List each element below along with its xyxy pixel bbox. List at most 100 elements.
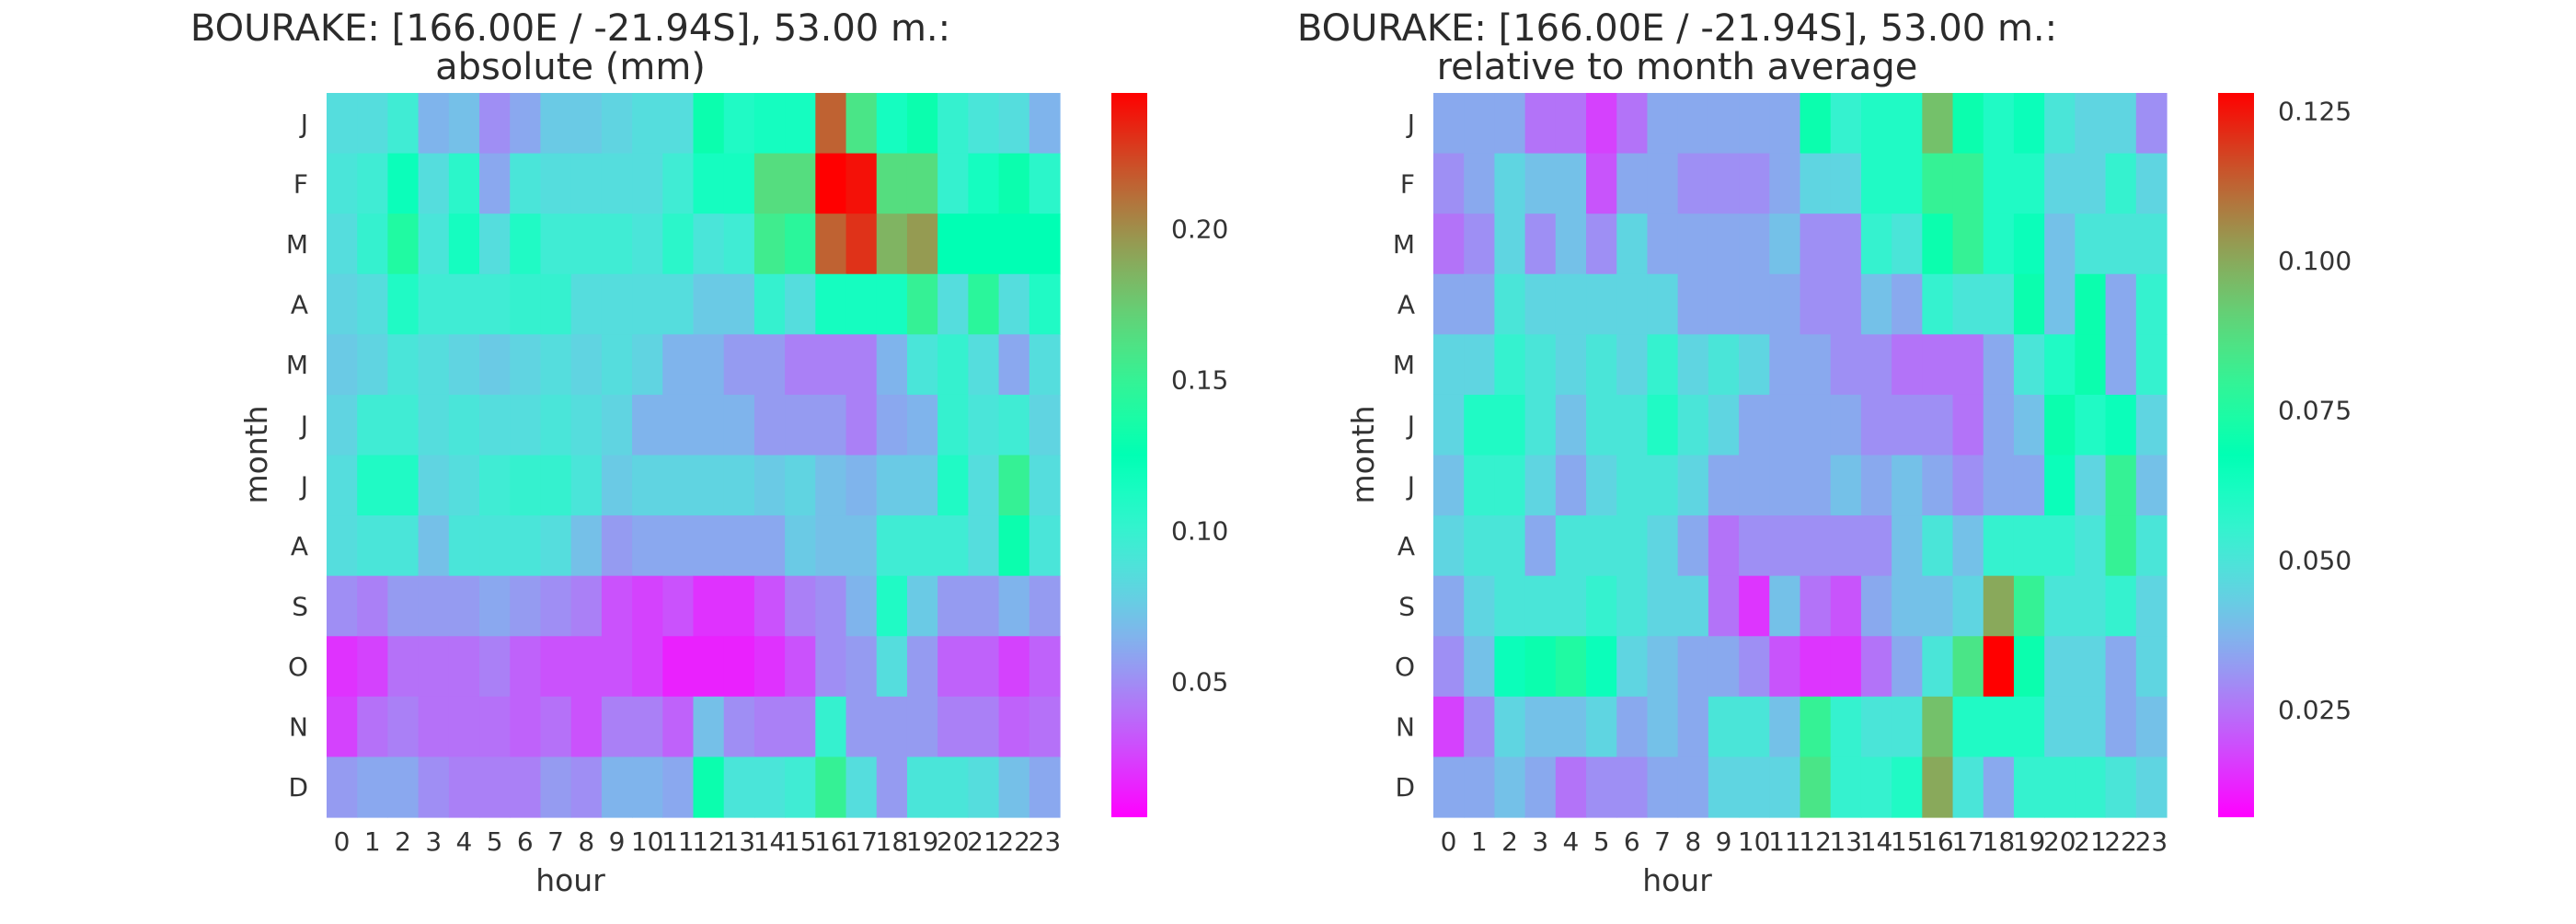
heatmap-cell — [2013, 636, 2045, 698]
heatmap-cell — [906, 394, 938, 456]
heatmap-cell — [510, 93, 542, 155]
heatmap-cell — [1830, 515, 1862, 577]
heatmap-cell — [998, 636, 1030, 698]
x-tick-label: 14 — [753, 826, 787, 857]
heatmap-cell — [2044, 575, 2076, 637]
heatmap-cell — [937, 334, 969, 396]
heatmap-cell — [1464, 515, 1496, 577]
heatmap-cell — [693, 575, 725, 637]
heatmap-cell — [1524, 334, 1557, 396]
heatmap-cell — [601, 93, 633, 155]
heatmap-cell — [1800, 696, 1832, 758]
heatmap-cell — [570, 93, 603, 155]
heatmap-cell — [845, 334, 878, 396]
heatmap-cell — [1983, 455, 2015, 516]
heatmap-cell — [418, 273, 450, 335]
heatmap-cell — [1677, 93, 1709, 155]
heatmap-cell — [1524, 153, 1557, 214]
y-tick-label: A — [1397, 531, 1415, 561]
heatmap-cell — [693, 214, 725, 275]
x-tick-label: 6 — [517, 826, 534, 857]
heatmap-cell — [693, 394, 725, 456]
heatmap-cell — [723, 757, 755, 818]
x-tick-label: 6 — [1624, 826, 1640, 857]
heatmap-cell — [479, 214, 511, 275]
heatmap-cell — [906, 334, 938, 396]
heatmap-cell — [479, 515, 511, 577]
heatmap-cell — [1555, 696, 1587, 758]
heatmap-cell — [1494, 455, 1526, 516]
heatmap-cell — [845, 757, 878, 818]
x-tick-label: 7 — [547, 826, 564, 857]
heatmap-cell — [1800, 334, 1832, 396]
heatmap-cell — [815, 214, 847, 275]
heatmap-cell — [448, 696, 480, 758]
heatmap-cell — [1860, 93, 1892, 155]
colorbar-tick-label: 0.15 — [1171, 365, 1228, 396]
heatmap-cell — [662, 515, 695, 577]
x-tick-label: 15 — [784, 826, 817, 857]
heatmap-panel-absolute: BOURAKE: [166.00E / -21.94S], 53.00 m.: … — [190, 7, 1228, 898]
heatmap-cell — [601, 273, 633, 335]
heatmap-cell — [1983, 394, 2015, 456]
heatmap-cell — [845, 455, 878, 516]
heatmap-cell — [1524, 515, 1557, 577]
heatmap-cell — [1892, 334, 1923, 396]
heatmap-cell — [968, 636, 1000, 698]
heatmap-cell — [1555, 515, 1587, 577]
heatmap-cell — [1494, 575, 1526, 637]
heatmap-cell — [2013, 575, 2045, 637]
heatmap-cell — [1555, 455, 1587, 516]
heatmap-cell — [1922, 696, 1954, 758]
heatmap-cell — [1555, 153, 1587, 214]
heatmap-cell — [2044, 153, 2076, 214]
x-tick-label: 17 — [1951, 826, 1984, 857]
heatmap-cell — [540, 153, 572, 214]
heatmap-cell — [327, 334, 358, 396]
x-tick-label: 21 — [967, 826, 1000, 857]
heatmap-cell — [1494, 636, 1526, 698]
heatmap-cell — [1555, 394, 1587, 456]
heatmap-cell — [1647, 757, 1679, 818]
heatmap-cell — [785, 214, 816, 275]
y-tick-label: O — [288, 652, 308, 682]
heatmap-cell — [1647, 394, 1679, 456]
heatmap-cell — [876, 153, 908, 214]
heatmap-cell — [2013, 515, 2045, 577]
heatmap-cell — [570, 455, 603, 516]
heatmap-cell — [1029, 273, 1061, 335]
heatmap-cell — [327, 93, 358, 155]
heatmap-cell — [906, 93, 938, 155]
heatmap-cell — [753, 214, 786, 275]
heatmap-cell — [1800, 636, 1832, 698]
heatmap-cells — [327, 93, 1061, 818]
heatmap-cell — [1464, 757, 1496, 818]
heatmap-cell — [1708, 394, 1740, 456]
heatmap-cell — [418, 575, 450, 637]
heatmap-cell — [753, 515, 786, 577]
heatmap-cell — [876, 334, 908, 396]
x-tick-label: 5 — [1593, 826, 1610, 857]
heatmap-cell — [968, 455, 1000, 516]
heatmap-cell — [418, 757, 450, 818]
colorbar-tick-label: 0.100 — [2278, 246, 2352, 276]
heatmap-cell — [2135, 273, 2168, 335]
heatmap-cell — [540, 696, 572, 758]
heatmap-cell — [785, 636, 816, 698]
heatmap-cell — [815, 273, 847, 335]
x-tick-label: 16 — [1921, 826, 1954, 857]
heatmap-cell — [1830, 575, 1862, 637]
heatmap-cell — [418, 636, 450, 698]
x-tick-label: 8 — [578, 826, 594, 857]
x-tick-label: 19 — [906, 826, 939, 857]
heatmap-cell — [540, 636, 572, 698]
heatmap-cell — [1433, 93, 1465, 155]
heatmap-cell — [1708, 334, 1740, 396]
heatmap-cell — [1586, 636, 1617, 698]
heatmap-cell — [876, 214, 908, 275]
heatmap-cell — [968, 696, 1000, 758]
heatmap-cell — [1892, 214, 1923, 275]
y-tick-label: J — [1406, 410, 1415, 441]
heatmap-cell — [387, 757, 420, 818]
